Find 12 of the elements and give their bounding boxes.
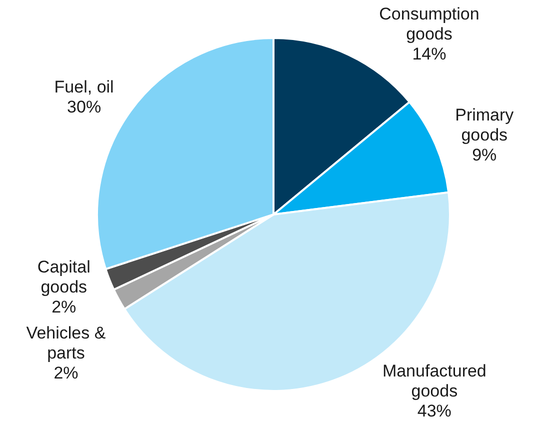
slice-label: Primary goods	[455, 105, 514, 144]
slice-label: Vehicles & parts	[26, 323, 106, 362]
data-label: 14%	[412, 44, 446, 64]
data-label: 9%	[472, 145, 497, 164]
slice-label: Capital goods	[37, 257, 90, 296]
data-label: 2%	[52, 297, 76, 316]
data-label: 43%	[417, 402, 452, 421]
data-label: 2%	[54, 363, 78, 382]
data-label: 30%	[67, 98, 102, 117]
slice-label: Fuel, oil	[54, 78, 114, 97]
slice-label: Consumption goods	[379, 4, 480, 44]
slice-label: Manufactured goods	[382, 362, 486, 401]
